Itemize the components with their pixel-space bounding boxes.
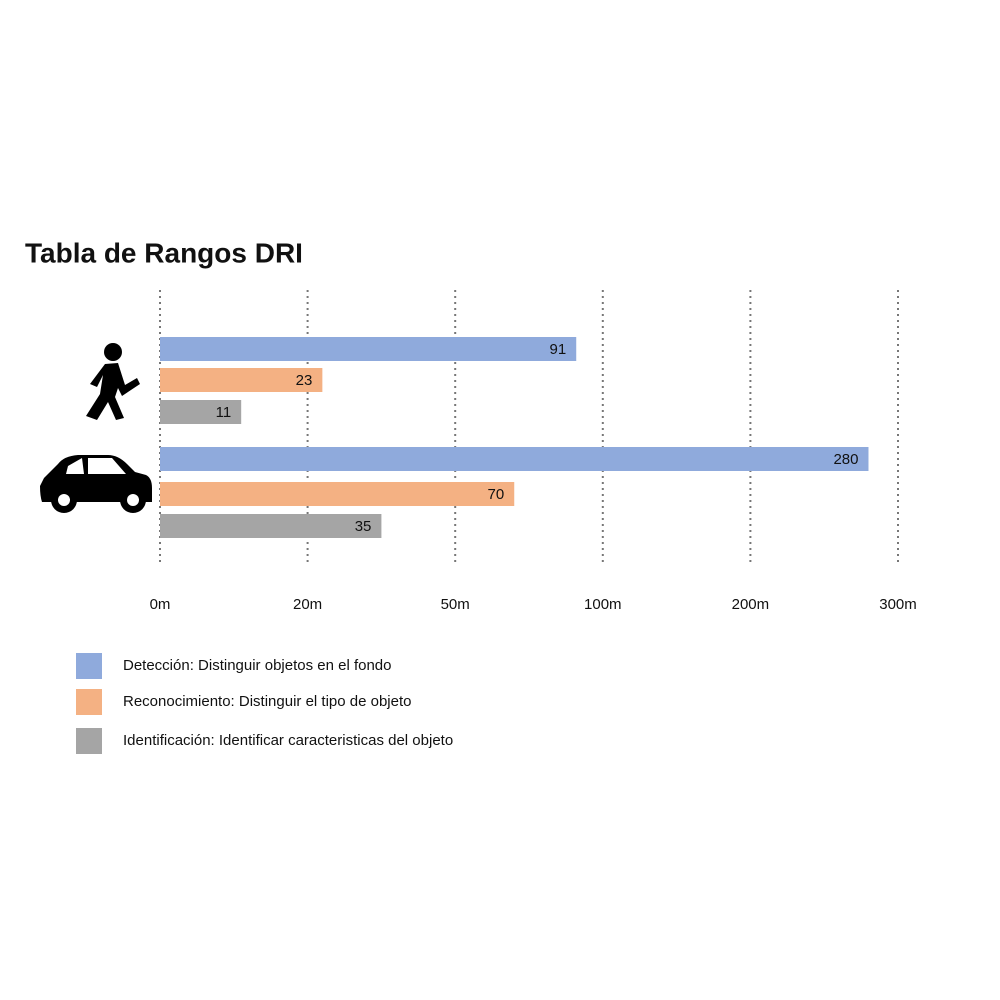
legend-label: Reconocimiento: Distinguir el tipo de ob… [123, 693, 412, 710]
x-tick-label: 200m [732, 596, 770, 613]
bar [160, 482, 515, 506]
bar [160, 337, 577, 361]
x-tick-label: 20m [293, 596, 322, 613]
data-label: 280 [833, 451, 858, 468]
x-tick-label: 100m [584, 596, 622, 613]
x-tick-label: 0m [150, 596, 171, 613]
bar [160, 400, 242, 424]
chart-title: Tabla de Rangos DRI [25, 237, 303, 268]
car-icon [40, 455, 152, 513]
legend-swatch [76, 728, 102, 754]
pedestrian-icon [86, 343, 140, 420]
bar [160, 514, 382, 538]
legend-label: Detección: Distinguir objetos en el fond… [123, 657, 392, 674]
x-tick-label: 50m [441, 596, 470, 613]
x-tick-label: 300m [879, 596, 917, 613]
data-label: 70 [488, 486, 505, 503]
data-label: 35 [355, 518, 372, 535]
data-label: 23 [296, 372, 313, 389]
data-label: 11 [216, 404, 232, 421]
legend-swatch [76, 689, 102, 715]
bar [160, 368, 323, 392]
legend-swatch [76, 653, 102, 679]
legend-label: Identificación: Identificar caracteristi… [123, 732, 453, 749]
bar [160, 447, 869, 471]
data-label: 91 [550, 341, 567, 358]
